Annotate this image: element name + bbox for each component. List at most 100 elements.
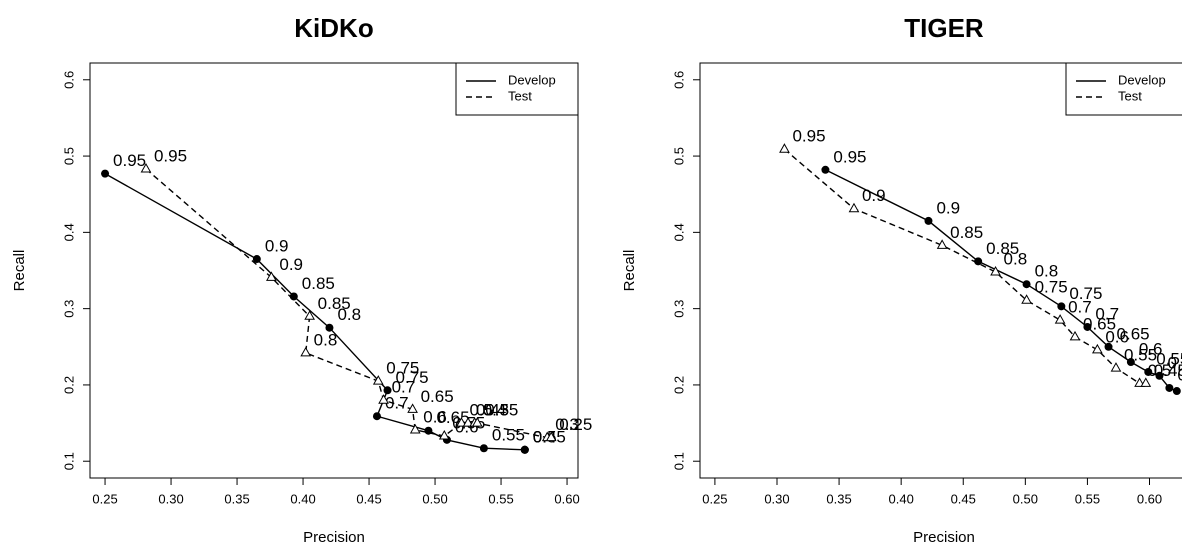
point-label: 0.95 (154, 147, 187, 166)
point (383, 386, 392, 395)
point-label: 0.55 (492, 426, 525, 445)
point-label: 0.7 (385, 394, 409, 413)
point (101, 169, 110, 178)
point-label: 0.95 (833, 147, 866, 166)
x-axis-label: Precision (913, 529, 975, 546)
point (1083, 322, 1092, 331)
point (1054, 314, 1066, 324)
x-tick-label: 0.60 (554, 491, 579, 506)
x-tick-label: 0.25 (92, 491, 117, 506)
point-label: 0.6 (1139, 340, 1163, 359)
point (545, 431, 557, 442)
y-tick-label: 0.6 (671, 71, 686, 89)
legend-label: Test (1118, 88, 1142, 103)
point-label: 0.75 (396, 368, 429, 387)
legend-box (1065, 62, 1182, 116)
point (266, 271, 277, 281)
legend-label: Develop (508, 72, 556, 87)
y-tick-label: 0.2 (671, 376, 686, 394)
x-tick-label: 0.45 (356, 491, 381, 506)
point (462, 417, 474, 427)
point (1057, 302, 1066, 311)
point-label: 0.7 (392, 378, 416, 397)
point-label: 0.35 (485, 401, 518, 420)
point-label: 0.95 (113, 151, 146, 170)
x-tick-label: 0.25 (702, 491, 727, 506)
point-label: 0.8 (1004, 250, 1028, 269)
point-label: 0.6 (423, 407, 447, 426)
point-label: 0.45 (476, 401, 509, 420)
plot-box (699, 62, 1182, 479)
x-tick-label: 0.30 (158, 491, 183, 506)
point-label: 0.3 (555, 415, 579, 434)
plot-box (89, 62, 579, 479)
point-label: 0.4 (483, 401, 507, 420)
point-label: 0.7 (1068, 298, 1092, 317)
chart-title: KiDKo (294, 13, 373, 43)
y-tick-label: 0.6 (61, 71, 76, 89)
point (1110, 362, 1122, 372)
point (848, 202, 860, 213)
point-label: 0.8 (314, 330, 338, 349)
point (372, 412, 381, 421)
point (936, 239, 948, 249)
point-label: 0.9 (862, 186, 886, 205)
point (252, 255, 261, 264)
y-axis-label: Recall (11, 250, 28, 292)
y-tick-label: 0.2 (61, 376, 76, 394)
x-tick-label: 0.60 (1137, 491, 1162, 506)
x-tick-label: 0.55 (488, 491, 513, 506)
point-label: 0.75 (1069, 284, 1102, 303)
x-axis-label: Precision (303, 529, 365, 546)
point (304, 310, 316, 320)
point (140, 163, 152, 173)
point (1165, 383, 1174, 392)
point-label: 0.85 (986, 239, 1019, 258)
point-label: 0.75 (1035, 278, 1068, 297)
point-label: 0.9 (936, 198, 960, 217)
legend-box (455, 62, 579, 116)
point-label: 0.5 (469, 401, 493, 420)
point-label: 0.85 (950, 223, 983, 242)
point (1126, 358, 1135, 367)
point (378, 394, 389, 404)
y-axis-label: Recall (621, 250, 638, 292)
point (1172, 387, 1181, 396)
x-tick-label: 0.55 (1075, 491, 1100, 506)
point (438, 430, 450, 440)
point (409, 423, 421, 434)
y-tick-label: 0.4 (671, 223, 686, 241)
point (520, 445, 529, 454)
point (974, 257, 983, 266)
point (325, 323, 334, 332)
point (1140, 377, 1152, 387)
y-tick-label: 0.1 (671, 452, 686, 470)
point-label: 0.6 (1105, 327, 1129, 346)
point (372, 375, 384, 385)
x-tick-label: 0.50 (422, 491, 447, 506)
point (1091, 343, 1103, 354)
point-label: 0.65 (1083, 314, 1116, 333)
point-label: 0.55 (1124, 346, 1157, 365)
point (1144, 367, 1153, 376)
legend-label: Develop (1118, 72, 1166, 87)
point-label: 0.65 (421, 387, 454, 406)
point (407, 403, 418, 413)
point-label: 0.8 (1035, 262, 1059, 281)
legend-label: Test (508, 88, 532, 103)
point-label: 0.85 (302, 274, 335, 293)
point-label: 0.5 (1167, 353, 1182, 372)
y-tick-label: 0.3 (61, 300, 76, 318)
x-tick-label: 0.45 (951, 491, 976, 506)
x-tick-label: 0.40 (889, 491, 914, 506)
y-tick-label: 0.5 (61, 147, 76, 165)
y-tick-label: 0.4 (61, 223, 76, 241)
point-label: 0.55 (1156, 349, 1182, 368)
point-label: 0.95 (792, 127, 825, 146)
point (456, 417, 467, 427)
point (1134, 377, 1145, 387)
x-tick-label: 0.40 (290, 491, 315, 506)
chart-title: TIGER (904, 13, 984, 43)
x-tick-label: 0.35 (224, 491, 249, 506)
